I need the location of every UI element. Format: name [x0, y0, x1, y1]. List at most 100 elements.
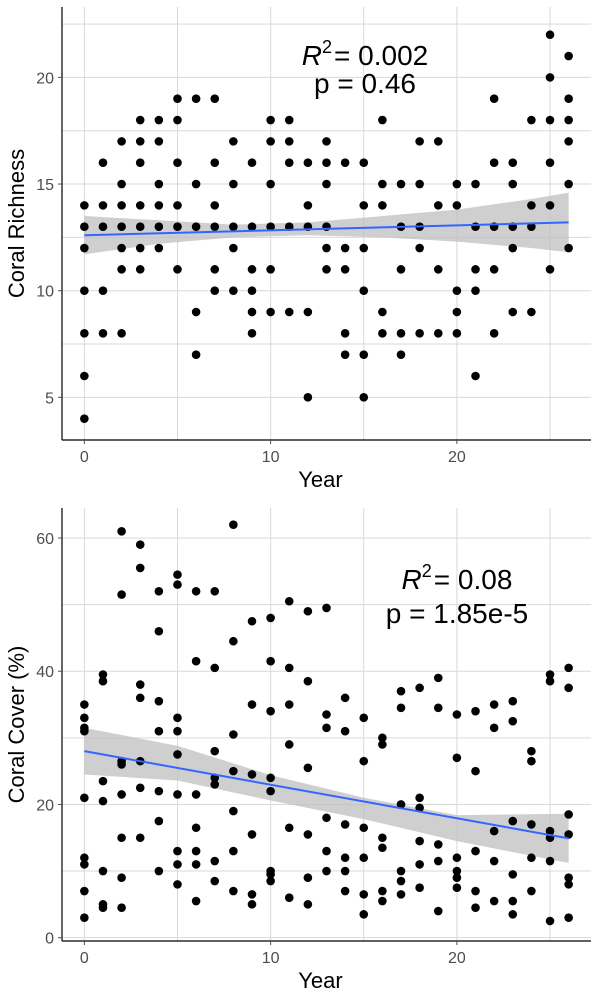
- cover-r2-symbol: R: [402, 564, 422, 595]
- richness-data-point: [229, 137, 238, 146]
- cover-data-point: [452, 853, 462, 863]
- cover-data-point: [191, 846, 201, 856]
- richness-data-point: [247, 329, 257, 338]
- cover-data-point: [378, 740, 387, 749]
- richness-data-point: [303, 393, 313, 402]
- richness-data-point: [489, 158, 499, 168]
- richness-data-point: [98, 329, 108, 338]
- richness-data-point: [489, 94, 499, 104]
- cover-data-point: [229, 766, 238, 776]
- richness-data-point: [210, 286, 220, 295]
- richness-data-point: [210, 265, 220, 274]
- richness-axes: [61, 7, 591, 441]
- cover-data-point: [191, 656, 201, 666]
- cover-data-point: [396, 800, 406, 809]
- cover-fit-line: [84, 750, 569, 840]
- richness-data-point: [117, 179, 126, 189]
- cover-data-point: [98, 903, 108, 912]
- richness-data-point: [191, 222, 201, 231]
- richness-data-point: [98, 201, 108, 210]
- richness-data-point: [564, 179, 573, 189]
- richness-data-point: [135, 201, 145, 210]
- richness-x-tick-label: 10: [262, 449, 280, 466]
- richness-data-point: [378, 329, 387, 338]
- richness-data-point: [266, 222, 275, 231]
- cover-data-point: [80, 886, 89, 896]
- richness-y-tick-label: 10: [36, 284, 54, 301]
- richness-data-point: [80, 286, 89, 295]
- cover-y-tick-label: 0: [45, 931, 54, 948]
- richness-data-point: [247, 265, 257, 274]
- richness-r2-symbol: R: [302, 40, 322, 71]
- cover-data-point: [508, 870, 518, 879]
- richness-data-point: [340, 329, 350, 338]
- richness-data-point: [173, 158, 182, 168]
- cover-data-point: [415, 793, 424, 803]
- richness-data-point: [80, 201, 89, 210]
- cover-data-point: [98, 866, 108, 876]
- richness-data-point: [117, 243, 126, 253]
- cover-data-point: [452, 866, 462, 876]
- richness-ticks: 0 10 20 5 10 15 20: [36, 70, 466, 466]
- richness-data-point: [322, 243, 331, 253]
- cover-data-point: [80, 860, 89, 869]
- richness-data-point: [191, 179, 201, 189]
- cover-data-point: [266, 876, 275, 886]
- richness-data-point: [508, 158, 518, 168]
- richness-data-point: [489, 265, 499, 274]
- cover-data-point: [266, 656, 275, 666]
- richness-data-point: [396, 350, 406, 359]
- richness-data-point: [508, 243, 518, 253]
- cover-data-point: [415, 836, 424, 846]
- cover-data-point: [433, 703, 443, 713]
- cover-data-point: [322, 723, 331, 733]
- cover-data-point: [98, 796, 108, 806]
- richness-data-point: [396, 179, 406, 189]
- richness-data-point: [471, 179, 480, 189]
- cover-data-point: [415, 803, 424, 813]
- richness-data-point: [378, 201, 387, 210]
- cover-data-point: [545, 670, 555, 679]
- cover-data-point: [378, 843, 387, 853]
- richness-data-point: [527, 222, 536, 231]
- richness-data-point: [154, 222, 164, 231]
- cover-data-point: [191, 586, 201, 596]
- richness-data-point: [359, 243, 369, 253]
- cover-r2-value: = 0.08: [434, 564, 513, 595]
- richness-data-point: [527, 201, 536, 210]
- cover-data-point: [210, 663, 220, 673]
- richness-data-point: [229, 243, 238, 253]
- richness-data-point: [452, 329, 462, 338]
- cover-data-point: [564, 913, 573, 922]
- cover-data-point: [154, 626, 164, 636]
- cover-data-point: [527, 853, 536, 863]
- richness-fit-line: [84, 221, 569, 237]
- cover-data-point: [80, 913, 89, 922]
- cover-data-point: [396, 876, 406, 886]
- richness-data-point: [173, 94, 182, 104]
- cover-data-point: [303, 763, 313, 773]
- richness-data-point: [415, 329, 424, 338]
- richness-data-point: [545, 73, 555, 82]
- richness-data-point: [508, 307, 518, 317]
- cover-data-point: [210, 586, 220, 596]
- cover-data-point: [396, 686, 406, 696]
- richness-data-point: [210, 201, 220, 210]
- cover-data-point: [452, 883, 462, 893]
- richness-data-point: [359, 350, 369, 359]
- cover-data-point: [135, 783, 145, 793]
- richness-data-point: [284, 158, 294, 168]
- cover-data-point: [340, 853, 350, 863]
- cover-panel: 0 10 20 0 20 40 60 Year Coral Cover (%) R2= 0.…: [4, 508, 591, 993]
- richness-data-point: [117, 329, 126, 338]
- richness-y-tick-label: 15: [36, 177, 54, 194]
- cover-data-point: [173, 880, 182, 889]
- richness-data-point: [210, 94, 220, 104]
- cover-data-point: [564, 830, 573, 839]
- cover-data-point: [229, 846, 238, 856]
- cover-data-point: [210, 780, 220, 789]
- cover-data-point: [135, 693, 145, 703]
- richness-data-point: [452, 179, 462, 189]
- cover-data-point: [173, 726, 182, 736]
- richness-data-point: [452, 286, 462, 295]
